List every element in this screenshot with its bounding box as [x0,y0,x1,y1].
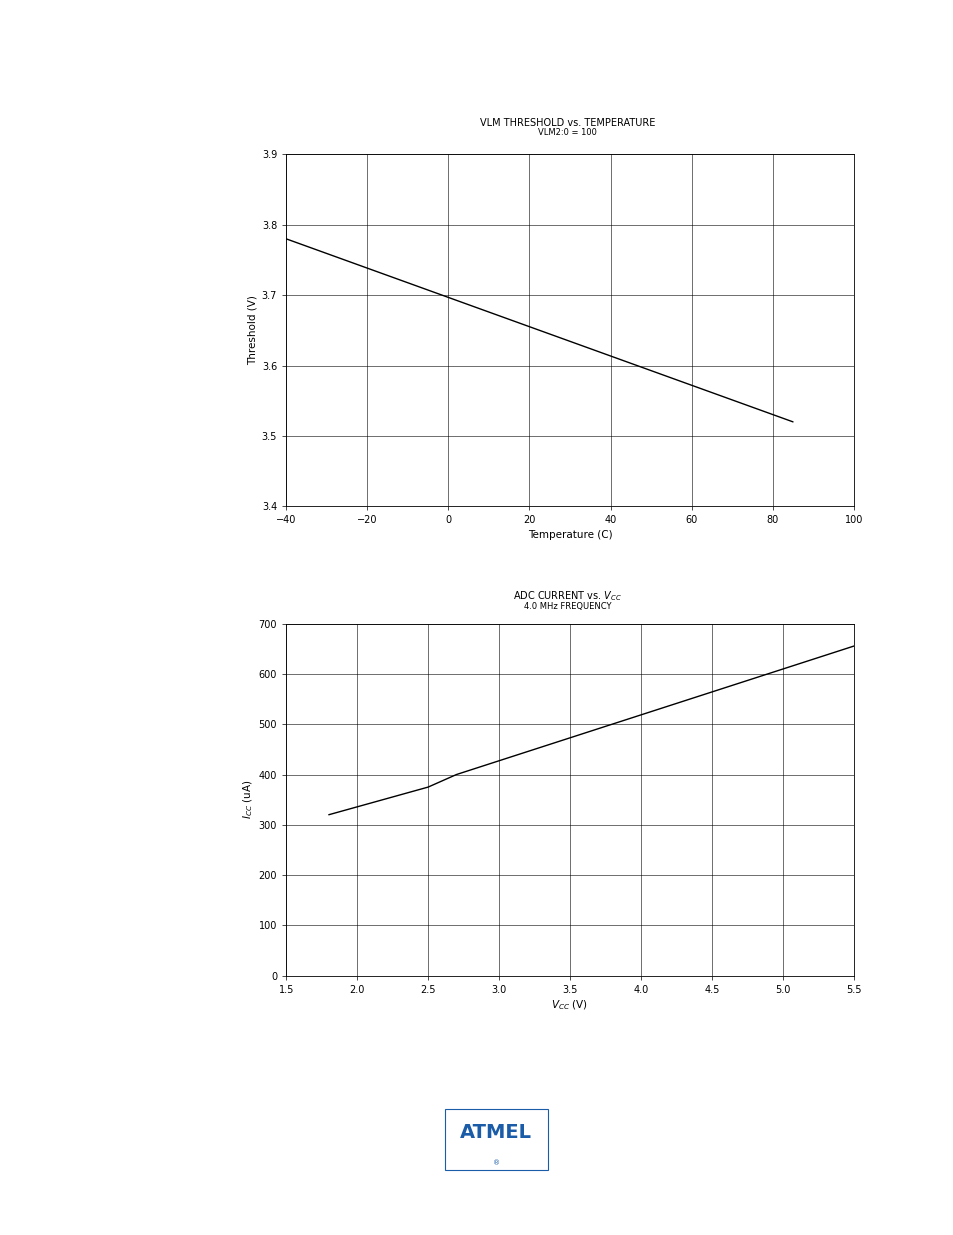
Text: ATMEL: ATMEL [459,1123,532,1142]
X-axis label: Temperature (C): Temperature (C) [527,530,612,540]
Text: ADC CURRENT vs. $V_{CC}$: ADC CURRENT vs. $V_{CC}$ [513,589,621,603]
Text: 4.0 MHz FREQUENCY: 4.0 MHz FREQUENCY [523,603,611,611]
Y-axis label: Threshold (V): Threshold (V) [248,295,257,366]
Text: VLM2:0 = 100: VLM2:0 = 100 [537,128,597,137]
Text: ®: ® [492,1160,499,1166]
Y-axis label: $I_{CC}$ (uA): $I_{CC}$ (uA) [241,779,254,820]
X-axis label: $V_{CC}$ (V): $V_{CC}$ (V) [551,999,588,1013]
Text: VLM THRESHOLD vs. TEMPERATURE: VLM THRESHOLD vs. TEMPERATURE [479,119,655,128]
